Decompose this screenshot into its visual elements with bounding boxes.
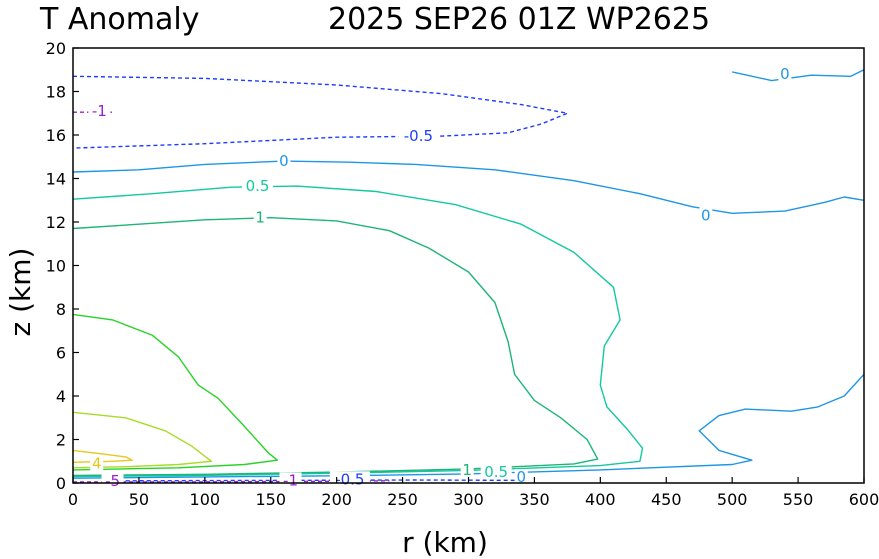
x-tick-label: 600: [849, 490, 879, 509]
y-tick-label: 8: [56, 300, 66, 319]
contour-label-bg: [90, 455, 104, 471]
y-tick-label: 0: [56, 474, 66, 493]
y-tick-label: 14: [46, 170, 66, 189]
y-tick-label: 4: [56, 387, 66, 406]
contour-label: 0.5: [484, 463, 508, 481]
x-tick-label: 50: [129, 490, 149, 509]
x-tick-label: 500: [717, 490, 748, 509]
contour-label: 0: [701, 206, 711, 224]
x-tick-label: 0: [68, 490, 78, 509]
y-tick-label: 6: [56, 344, 66, 363]
plot-frame: [72, 47, 865, 484]
contour-label-bg: [480, 464, 512, 480]
contour-lines: [72, 69, 865, 483]
x-tick-label: 250: [387, 490, 418, 509]
x-tick-label: 350: [519, 490, 550, 509]
contour-line: [72, 185, 644, 478]
y-tick-label: 16: [46, 126, 66, 145]
x-tick-label: 150: [255, 490, 286, 509]
contour-label: 1: [255, 209, 265, 227]
contour-label-bg: [101, 472, 124, 488]
contour-label: -5: [105, 472, 120, 490]
x-tick-label: 200: [321, 490, 352, 509]
contour-line: [72, 313, 278, 471]
contour-label: -0.5: [404, 127, 433, 145]
contour-label-bg: [242, 178, 274, 194]
contour-line: [72, 217, 599, 477]
x-axis-ticks: 0 50 100 150 200 250 300 350 400 450 500 550 600: [68, 477, 879, 509]
contour-label: -1: [283, 471, 298, 489]
y-tick-label: 2: [56, 431, 66, 450]
contour-label: 0: [516, 468, 526, 486]
chart-subtitle: 2025 SEP26 01Z WP2625: [328, 2, 710, 37]
contour-label: 4: [92, 454, 102, 472]
contour-line: [72, 373, 865, 479]
contour-line: [72, 411, 213, 469]
x-tick-label: 550: [783, 490, 814, 509]
y-axis-label: z (km): [4, 248, 37, 337]
chart-title: T Anomaly: [39, 2, 199, 37]
contour-line: [72, 75, 569, 149]
contour-labels: -1 -0.5 0 0 0 0 0.5 0.5 1 1 4 -0.5 -5 -1: [88, 65, 792, 490]
x-tick-label: 100: [190, 490, 221, 509]
contour-label: 0.5: [246, 177, 270, 195]
contour-label: -1: [92, 102, 107, 120]
x-tick-label: 450: [651, 490, 682, 509]
y-axis-ticks: 0 2 4 6 8 10 12 14 16 18 20: [46, 39, 79, 493]
contour-label-bg: [398, 128, 439, 144]
y-tick-label: 18: [46, 83, 66, 102]
contour-label-bg: [778, 66, 792, 82]
x-axis-label: r (km): [402, 526, 488, 559]
contour-label-bg: [277, 153, 291, 169]
contour-label: 0: [279, 152, 289, 170]
contour-label-bg: [460, 461, 474, 477]
contour-line: [72, 449, 133, 463]
contour-label: 0: [780, 65, 790, 83]
contour-label-bg: [253, 209, 267, 225]
contour-line: [125, 479, 522, 482]
contour-label-bg: [514, 469, 528, 485]
x-tick-label: 300: [453, 490, 484, 509]
contour-label-bg: [88, 103, 111, 119]
contour-line: [72, 160, 865, 214]
y-tick-label: 10: [46, 257, 66, 276]
y-tick-label: 20: [46, 39, 66, 58]
contour-line: [732, 69, 865, 82]
contour-label-bg: [699, 207, 713, 223]
y-tick-label: 12: [46, 213, 66, 232]
contour-label: -0.5: [335, 470, 364, 488]
x-tick-label: 400: [585, 490, 616, 509]
contour-label: 1: [462, 461, 472, 479]
